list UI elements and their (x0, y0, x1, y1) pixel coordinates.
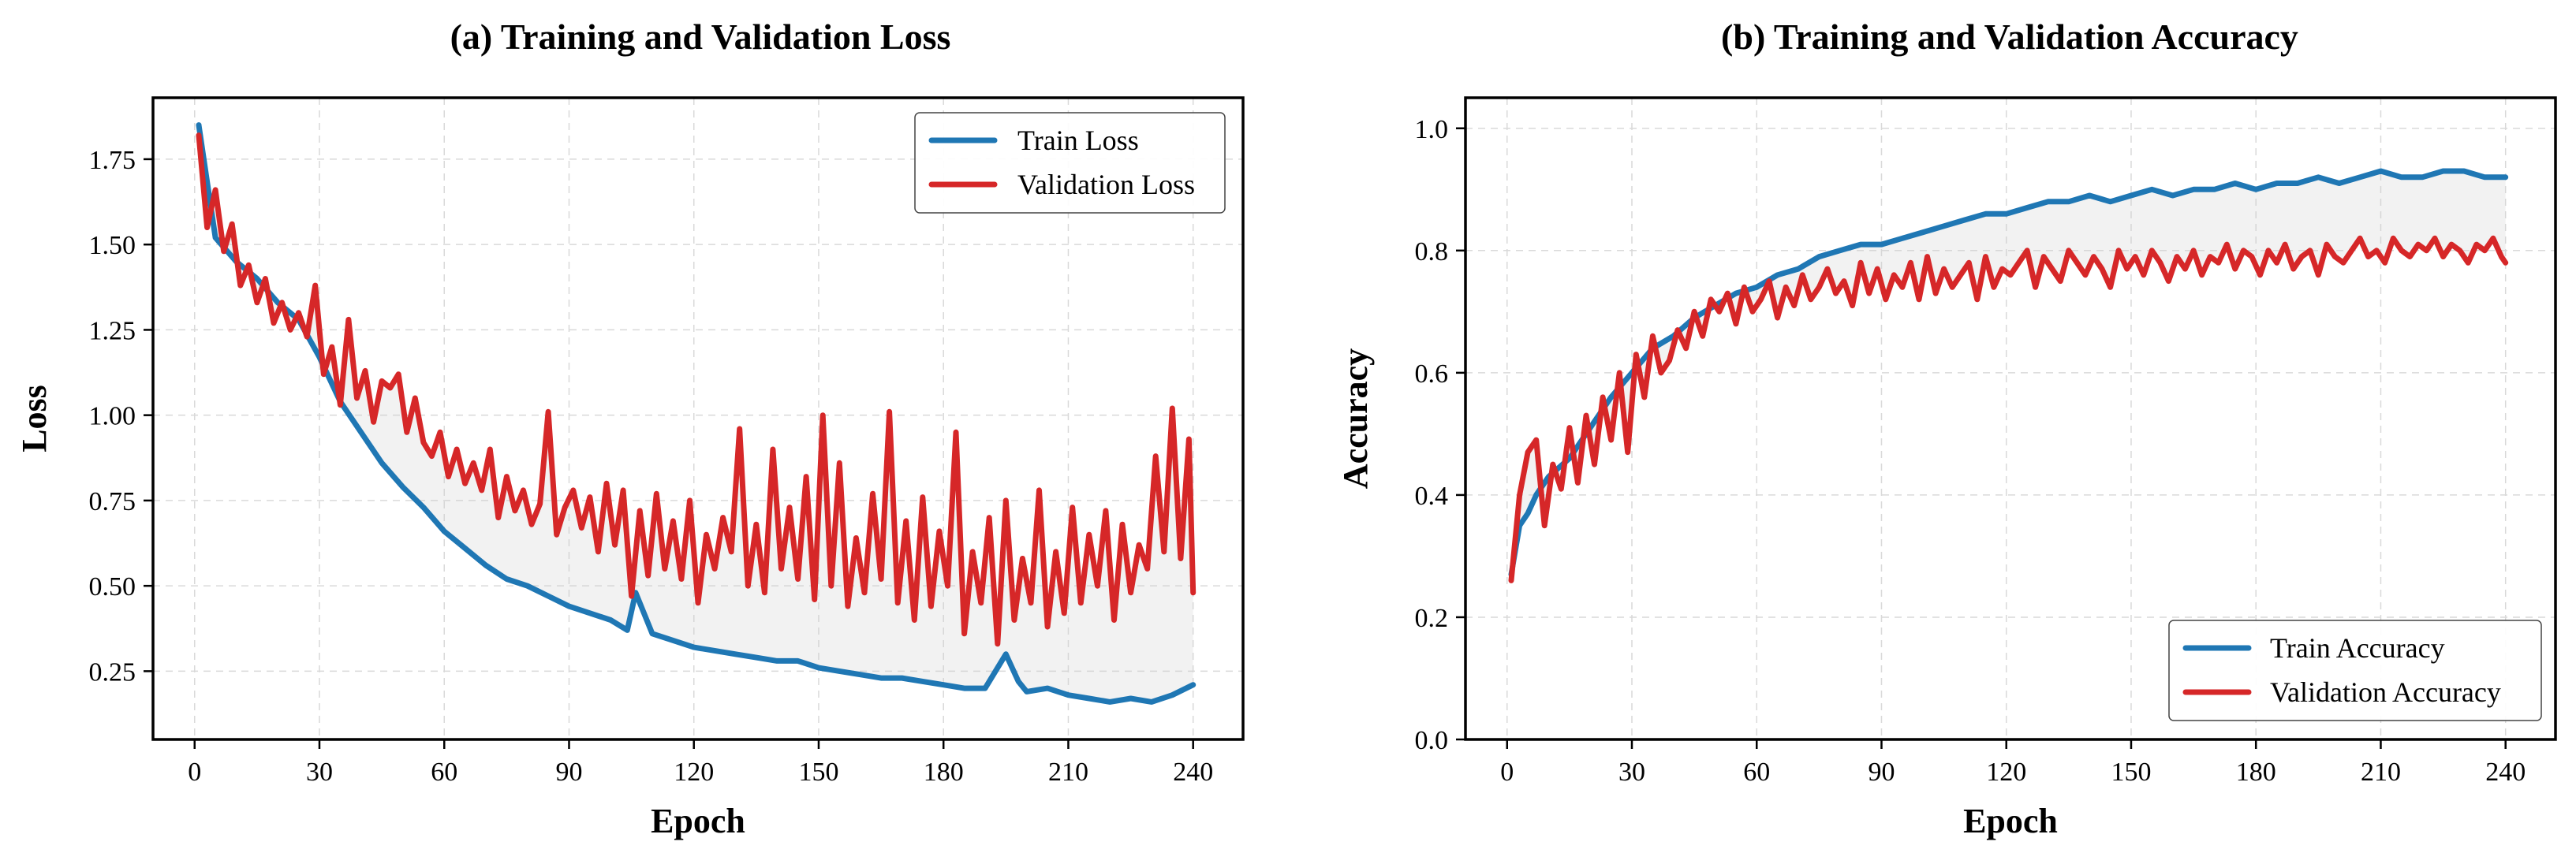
accuracy-ticks: 0 30 60 90 120 150 180 210 240 0.0 0.2 0.4 0.6 0.8 1.0 (1415, 115, 2526, 787)
accuracy-y-tick-label: 0.4 (1415, 482, 1449, 511)
loss-validation-line (196, 132, 1197, 647)
loss-plot-frame (151, 96, 1245, 741)
accuracy-legend: Train Accuracy Validation Accuracy (2168, 620, 2542, 721)
accuracy-y-tick-label: 1.0 (1415, 115, 1449, 144)
accuracy-x-tick-label: 0 (1500, 758, 1514, 787)
loss-x-tick-label: 90 (555, 758, 582, 787)
loss-x-tick-label: 0 (188, 758, 201, 787)
accuracy-y-axis-label: Accuracy (1336, 348, 1375, 489)
accuracy-y-tick-label: 0.0 (1415, 726, 1449, 755)
loss-ticks: 0 30 60 90 120 150 180 210 240 0.25 0.50 0.75 1.00 1.… (89, 146, 1214, 787)
accuracy-x-tick-label: 90 (1868, 758, 1895, 787)
accuracy-legend-box (2168, 620, 2542, 721)
accuracy-x-tick-label: 180 (2236, 758, 2276, 787)
loss-legend-train-label: Train Loss (1017, 125, 1139, 156)
accuracy-gap-band (1511, 171, 2506, 581)
loss-y-tick-label: 0.75 (89, 487, 136, 516)
loss-x-axis-label: Epoch (651, 802, 745, 840)
accuracy-y-tick-label: 0.8 (1415, 237, 1449, 266)
loss-x-tick-label: 150 (798, 758, 838, 787)
accuracy-panel: (b) Training and Validation Accuracy 0 30… (1336, 17, 2557, 840)
loss-x-tick-label: 180 (924, 758, 964, 787)
loss-x-tick-label: 30 (306, 758, 333, 787)
loss-y-tick-label: 1.00 (89, 402, 136, 431)
accuracy-x-tick-label: 120 (1986, 758, 2026, 787)
loss-x-tick-label: 60 (431, 758, 457, 787)
accuracy-x-tick-label: 150 (2111, 758, 2151, 787)
accuracy-y-tick-label: 0.6 (1415, 359, 1449, 389)
accuracy-validation-line (1508, 235, 2509, 583)
accuracy-x-tick-label: 60 (1743, 758, 1770, 787)
loss-y-tick-label: 1.75 (89, 146, 136, 175)
loss-x-tick-label: 210 (1048, 758, 1088, 787)
accuracy-x-tick-label: 210 (2361, 758, 2401, 787)
loss-series (196, 122, 1197, 705)
loss-grid (153, 98, 1243, 739)
loss-x-tick-label: 240 (1173, 758, 1213, 787)
accuracy-chart-title: (b) Training and Validation Accuracy (1721, 17, 2298, 57)
accuracy-plot-frame (1464, 96, 2557, 741)
loss-x-tick-label: 120 (674, 758, 714, 787)
loss-panel: (a) Training and Validation Loss 0 30 60 90… (15, 17, 1245, 840)
accuracy-x-tick-label: 30 (1618, 758, 1645, 787)
accuracy-x-tick-label: 240 (2485, 758, 2526, 787)
loss-y-tick-label: 0.25 (89, 657, 136, 687)
loss-legend-validation-label: Validation Loss (1017, 169, 1195, 200)
loss-y-tick-label: 0.50 (89, 572, 136, 601)
accuracy-y-tick-label: 0.2 (1415, 604, 1449, 633)
loss-chart-title: (a) Training and Validation Loss (450, 17, 951, 57)
loss-y-axis-label: Loss (15, 385, 54, 452)
accuracy-legend-train-label: Train Accuracy (2270, 632, 2445, 664)
accuracy-x-axis-label: Epoch (1963, 802, 2058, 840)
accuracy-series (1508, 168, 2509, 583)
loss-y-tick-label: 1.25 (89, 316, 136, 345)
loss-y-tick-label: 1.50 (89, 231, 136, 260)
loss-legend: Train Loss Validation Loss (914, 112, 1226, 214)
loss-train-line (196, 122, 1197, 705)
accuracy-legend-validation-label: Validation Accuracy (2270, 676, 2501, 708)
